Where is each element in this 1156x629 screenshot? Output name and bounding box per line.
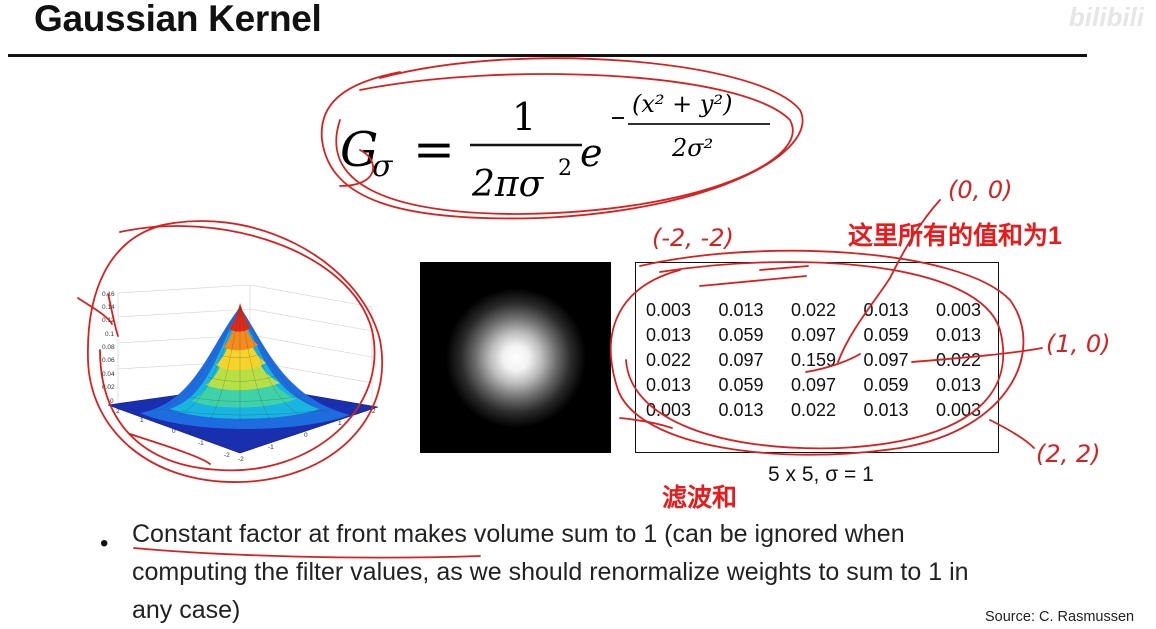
- formula-equals: =: [413, 120, 455, 178]
- kernel-cell: 0.013: [936, 375, 982, 395]
- x-tick: 0: [304, 432, 308, 439]
- formula-sigma-subscript: σ: [372, 149, 394, 184]
- kernel-cell: 0.022: [791, 300, 837, 320]
- gaussian-glow: [440, 282, 591, 433]
- z-tick: 0.04: [102, 371, 115, 378]
- kernel-cell: 0.003: [936, 400, 982, 420]
- kernel-cell: 0.013: [936, 325, 982, 345]
- z-tick: 0.02: [102, 384, 115, 391]
- kernel-cell: 0.013: [863, 400, 909, 420]
- kernel-cell: 0.097: [863, 350, 909, 370]
- x-tick: -1: [268, 444, 274, 451]
- kernel-cell: 0.013: [863, 300, 909, 320]
- gaussian-surface-plot: 0.16 0.14 0.12 0.1 0.08 0.06 0.04 0.02 0…: [102, 285, 379, 463]
- x-tick: 1: [338, 420, 342, 427]
- kernel-table: 0.003 0.013 0.022 0.013 0.003 0.013 0.05…: [646, 298, 1009, 423]
- formula-exp-numerator: (x² + y²): [632, 90, 732, 118]
- z-tick: 0.12: [102, 317, 115, 324]
- z-tick: 0.06: [102, 357, 115, 364]
- kernel-row: 0.022 0.097 0.159 0.097 0.022: [646, 348, 1009, 373]
- title-underline: [8, 54, 1087, 57]
- kernel-cell: 0.022: [646, 350, 692, 370]
- kernel-cell: 0.059: [718, 375, 764, 395]
- formula-numerator: 1: [512, 95, 536, 139]
- z-tick: 0.16: [102, 291, 115, 298]
- formula-denominator-exp: 2: [558, 156, 572, 181]
- kernel-cell: 0.003: [936, 300, 982, 320]
- kernel-cell: 0.059: [863, 375, 909, 395]
- kernel-cell: 0.097: [791, 375, 837, 395]
- gaussian-blur-image: [420, 262, 611, 453]
- kernel-row: 0.013 0.059 0.097 0.059 0.013: [646, 323, 1009, 348]
- coord-bottom-right-label: (2, 2): [1036, 440, 1101, 468]
- bullet-icon: •: [100, 530, 109, 557]
- formula-denominator: 2πσ: [471, 164, 545, 205]
- source-credit: Source: C. Rasmussen: [985, 609, 1135, 625]
- y-tick: -2: [224, 452, 230, 459]
- kernel-cell: 0.003: [646, 300, 692, 320]
- formula-exp-denominator: 2σ²: [671, 134, 713, 162]
- kernel-cell: 0.022: [791, 400, 837, 420]
- kernel-row: 0.013 0.059 0.097 0.059 0.013: [646, 373, 1009, 398]
- kernel-caption: 5 x 5, σ = 1: [768, 463, 874, 486]
- y-tick: -1: [198, 440, 204, 447]
- kernel-cell: 0.097: [718, 350, 764, 370]
- coord-right-label: (1, 0): [1046, 330, 1111, 358]
- z-tick: 0.1: [105, 331, 114, 338]
- kernel-cell: 0.059: [718, 325, 764, 345]
- kernel-cell: 0.003: [646, 400, 692, 420]
- kernel-cell: 0.013: [718, 300, 764, 320]
- sum-note: 这里所有的值和为1: [848, 222, 1062, 250]
- slide-title: Gaussian Kernel: [34, 0, 322, 39]
- x-tick: -2: [238, 456, 244, 463]
- kernel-cell: 0.159: [791, 350, 837, 370]
- coord-top-left-label: (-2, -2): [652, 224, 734, 252]
- bullet-text: Constant factor at front makes volume su…: [132, 520, 969, 624]
- coord-origin-label: (0, 0): [948, 176, 1013, 204]
- bilibili-watermark: bilibili: [1068, 2, 1144, 32]
- z-tick: 0.14: [102, 304, 115, 311]
- kernel-cell: 0.097: [791, 325, 837, 345]
- z-tick: 0.08: [102, 344, 115, 351]
- formula-e: e: [580, 131, 603, 175]
- kernel-cell: 0.013: [718, 400, 764, 420]
- gaussian-formula: G σ = 1 2πσ 2 e (x² + y²) 2σ²: [340, 90, 770, 205]
- filter-note: 滤波和: [662, 484, 738, 512]
- kernel-row: 0.003 0.013 0.022 0.013 0.003: [646, 398, 1009, 423]
- kernel-cell: 0.059: [863, 325, 909, 345]
- kernel-cell: 0.013: [646, 325, 692, 345]
- kernel-cell: 0.013: [646, 375, 692, 395]
- kernel-cell: 0.022: [936, 350, 982, 370]
- kernel-row: 0.003 0.013 0.022 0.013 0.003: [646, 298, 1009, 323]
